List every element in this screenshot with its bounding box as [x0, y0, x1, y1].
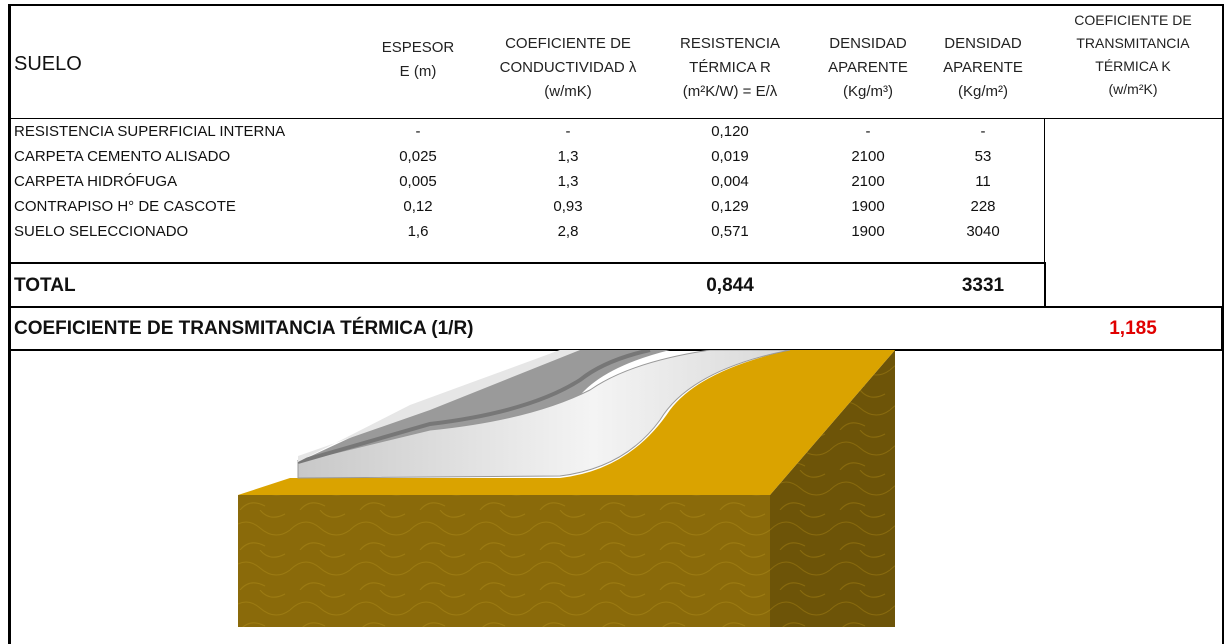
header-label: COEFICIENTE DE [505, 35, 631, 52]
top-face [238, 350, 895, 495]
row-label: SUELO SELECCIONADO [14, 223, 189, 240]
header-label: TÉRMICA R [689, 59, 771, 76]
row-value: 1,6 [407, 223, 429, 240]
header-label: DENSIDAD [944, 35, 1022, 52]
header-label: DENSIDAD [829, 35, 907, 52]
row-value: - [980, 123, 986, 140]
layer-waterproof [297, 350, 651, 464]
row-value: 3040 [966, 223, 1000, 240]
row-value: 0,025 [399, 148, 437, 165]
row-value: 0,93 [553, 198, 583, 215]
row-value: 0,019 [711, 148, 749, 165]
row-label: CARPETA CEMENTO ALISADO [14, 148, 231, 165]
total-box [9, 262, 1046, 308]
header-label: TRANSMITANCIA [1076, 35, 1190, 51]
row-value: 2100 [851, 173, 885, 190]
header-label: E (m) [399, 63, 437, 80]
row-value: 53 [974, 148, 992, 165]
row-value: - [865, 123, 871, 140]
page: {"header": {"columns": [ ["SUELO"], ["ES… [8, 4, 1224, 644]
floor-illustration [238, 350, 895, 627]
coefficient-value: 1,185 [1109, 318, 1157, 339]
side-texture [770, 350, 895, 627]
column-rule [1044, 118, 1045, 308]
row-value: 0,571 [711, 223, 749, 240]
header-label: COEFICIENTE DE [1074, 12, 1192, 28]
row-label: CARPETA HIDRÓFUGA [14, 173, 178, 190]
header-label: APARENTE [828, 59, 908, 76]
header-label: (m²K/W) = E/λ [682, 83, 778, 100]
row-value: 1900 [851, 198, 885, 215]
row-value: 0,120 [711, 123, 749, 140]
header-label: SUELO [14, 53, 82, 75]
row-value: 0,12 [403, 198, 433, 215]
coefficient-label: COEFICIENTE DE TRANSMITANCIA TÉRMICA (1/… [14, 318, 474, 339]
row-value: 1,3 [557, 148, 579, 165]
row-label: RESISTENCIA SUPERFICIAL INTERNA [14, 123, 286, 140]
row-value: - [415, 123, 421, 140]
row-label: CONTRAPISO H° DE CASCOTE [14, 198, 236, 215]
layer-screed [297, 350, 791, 479]
row-value: - [565, 123, 571, 140]
row-value: 1,3 [557, 173, 579, 190]
header-label: (w/m²K) [1108, 81, 1158, 97]
front-texture [238, 495, 770, 627]
header-label: APARENTE [943, 59, 1023, 76]
total-resistance: 0,844 [706, 275, 754, 296]
header-label: RESISTENCIA [679, 35, 781, 52]
top-layer [298, 350, 580, 462]
header-label: (w/mK) [544, 83, 592, 100]
header-label: (Kg/m²) [958, 83, 1008, 100]
row-value: 0,005 [399, 173, 437, 190]
row-value: 0,129 [711, 198, 749, 215]
row-value: 11 [975, 173, 991, 190]
header-label: (Kg/m³) [843, 83, 893, 100]
header-rule [10, 118, 1222, 119]
header-label: ESPESOR [381, 39, 455, 56]
row-value: 228 [970, 198, 996, 215]
header-label: CONDUCTIVIDAD λ [499, 59, 637, 76]
row-value: 1900 [851, 223, 885, 240]
row-value: 2100 [851, 148, 885, 165]
row-value: 0,004 [711, 173, 749, 190]
total-density: 3331 [961, 275, 1005, 296]
header-label: TÉRMICA K [1095, 58, 1171, 74]
row-value: 2,8 [557, 223, 579, 240]
total-label: TOTAL [14, 275, 76, 296]
